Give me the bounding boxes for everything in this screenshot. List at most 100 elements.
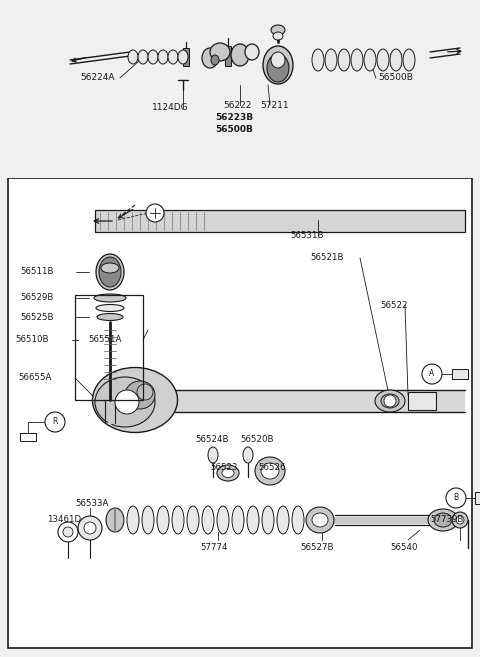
Text: 56224A: 56224A bbox=[80, 74, 115, 83]
Circle shape bbox=[58, 522, 78, 542]
Ellipse shape bbox=[217, 465, 239, 481]
Ellipse shape bbox=[148, 50, 158, 64]
Circle shape bbox=[45, 412, 65, 432]
Circle shape bbox=[146, 204, 164, 222]
Ellipse shape bbox=[217, 506, 229, 534]
Ellipse shape bbox=[142, 506, 154, 534]
Ellipse shape bbox=[263, 46, 293, 84]
Ellipse shape bbox=[106, 508, 124, 532]
Ellipse shape bbox=[95, 377, 155, 427]
Ellipse shape bbox=[125, 381, 155, 409]
Text: 57211: 57211 bbox=[260, 101, 288, 110]
Ellipse shape bbox=[312, 513, 328, 527]
Ellipse shape bbox=[208, 447, 218, 463]
Ellipse shape bbox=[325, 49, 337, 71]
Text: 56523: 56523 bbox=[210, 463, 238, 472]
Text: 56531B: 56531B bbox=[290, 231, 324, 240]
Text: 56522: 56522 bbox=[380, 300, 408, 309]
Ellipse shape bbox=[187, 506, 199, 534]
Ellipse shape bbox=[245, 44, 259, 60]
Text: 56520B: 56520B bbox=[240, 436, 274, 445]
Ellipse shape bbox=[99, 257, 121, 287]
Text: 56223B: 56223B bbox=[215, 114, 253, 122]
Ellipse shape bbox=[351, 49, 363, 71]
Ellipse shape bbox=[128, 50, 138, 64]
Ellipse shape bbox=[428, 509, 458, 531]
Ellipse shape bbox=[434, 513, 452, 527]
Bar bbox=[175, 390, 465, 412]
Ellipse shape bbox=[96, 304, 124, 311]
Ellipse shape bbox=[94, 294, 126, 302]
Bar bbox=[475, 492, 480, 504]
Ellipse shape bbox=[292, 506, 304, 534]
Ellipse shape bbox=[262, 506, 274, 534]
Text: 56500B: 56500B bbox=[215, 125, 253, 135]
Circle shape bbox=[115, 390, 139, 414]
Text: 56540: 56540 bbox=[390, 543, 418, 553]
Text: 56524B: 56524B bbox=[195, 436, 228, 445]
Text: 56222: 56222 bbox=[223, 101, 252, 110]
Ellipse shape bbox=[312, 49, 324, 71]
Text: 56526: 56526 bbox=[258, 463, 286, 472]
Circle shape bbox=[422, 364, 442, 384]
Ellipse shape bbox=[267, 54, 289, 82]
Ellipse shape bbox=[172, 506, 184, 534]
Ellipse shape bbox=[375, 390, 405, 412]
Bar bbox=[0, 0, 480, 178]
Ellipse shape bbox=[261, 463, 279, 479]
Text: 56533A: 56533A bbox=[75, 499, 108, 507]
Text: 13461D: 13461D bbox=[47, 516, 81, 524]
Text: B: B bbox=[454, 493, 458, 503]
Bar bbox=[20, 433, 36, 441]
Ellipse shape bbox=[157, 506, 169, 534]
Ellipse shape bbox=[273, 32, 283, 40]
Text: 56551A: 56551A bbox=[88, 336, 121, 344]
Bar bbox=[452, 369, 468, 379]
Text: 1124DG: 1124DG bbox=[152, 104, 189, 112]
Circle shape bbox=[446, 488, 466, 508]
Bar bbox=[75, 295, 143, 400]
Ellipse shape bbox=[178, 50, 188, 64]
Ellipse shape bbox=[452, 512, 468, 528]
Text: 56527B: 56527B bbox=[300, 543, 334, 553]
Circle shape bbox=[137, 384, 153, 400]
Text: 56529B: 56529B bbox=[20, 294, 53, 302]
Text: 57739B: 57739B bbox=[430, 516, 463, 524]
Ellipse shape bbox=[168, 50, 178, 64]
Ellipse shape bbox=[271, 25, 285, 35]
Ellipse shape bbox=[97, 313, 123, 321]
Ellipse shape bbox=[138, 50, 148, 64]
Ellipse shape bbox=[232, 506, 244, 534]
Ellipse shape bbox=[364, 49, 376, 71]
Bar bbox=[225, 46, 231, 66]
Ellipse shape bbox=[202, 48, 218, 68]
Circle shape bbox=[384, 395, 396, 407]
Text: 56525B: 56525B bbox=[20, 313, 53, 321]
Ellipse shape bbox=[277, 506, 289, 534]
Ellipse shape bbox=[456, 516, 464, 524]
Bar bbox=[183, 48, 189, 66]
Ellipse shape bbox=[231, 44, 249, 66]
Bar bbox=[408, 392, 436, 410]
Text: 56500B: 56500B bbox=[378, 74, 413, 83]
Ellipse shape bbox=[211, 55, 219, 65]
Ellipse shape bbox=[243, 447, 253, 463]
Ellipse shape bbox=[158, 50, 168, 64]
Ellipse shape bbox=[202, 506, 214, 534]
Bar bbox=[8, 178, 472, 648]
Ellipse shape bbox=[93, 367, 178, 432]
Ellipse shape bbox=[381, 394, 399, 408]
Ellipse shape bbox=[338, 49, 350, 71]
Text: 56655A: 56655A bbox=[18, 373, 51, 382]
Ellipse shape bbox=[101, 263, 119, 273]
Ellipse shape bbox=[222, 468, 234, 478]
Ellipse shape bbox=[377, 49, 389, 71]
Ellipse shape bbox=[306, 507, 334, 533]
Text: 56511B: 56511B bbox=[20, 267, 53, 275]
Circle shape bbox=[84, 522, 96, 534]
Bar bbox=[95, 210, 465, 232]
Ellipse shape bbox=[96, 254, 124, 290]
Text: 56521B: 56521B bbox=[310, 254, 344, 263]
Ellipse shape bbox=[390, 49, 402, 71]
Ellipse shape bbox=[127, 506, 139, 534]
